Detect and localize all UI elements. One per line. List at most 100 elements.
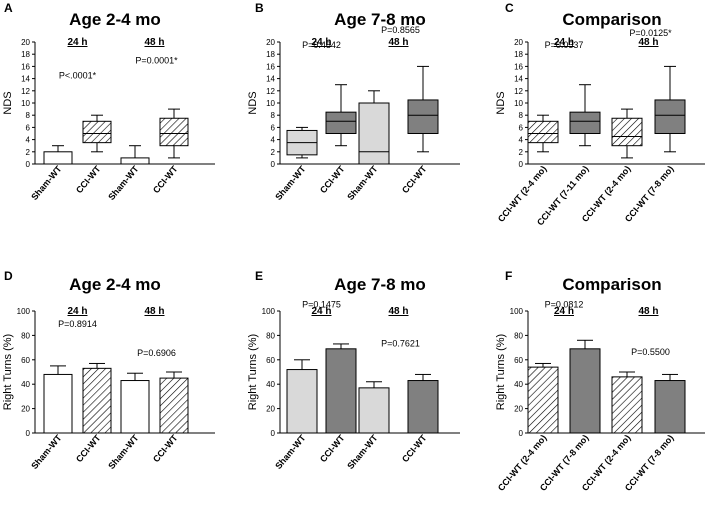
y-tick-label: 14 [514, 75, 523, 84]
y-tick-label: 60 [266, 356, 275, 365]
panel-title: Age 2-4 mo [69, 10, 161, 29]
x-category-label: CCI-WT [318, 163, 347, 195]
box-iqr [325, 111, 357, 135]
y-tick-label: 100 [510, 307, 524, 316]
bar-rect [527, 366, 559, 434]
y-tick-label: 4 [26, 136, 31, 145]
x-category-label: Sham-WT [106, 432, 141, 471]
y-tick-label: 18 [21, 50, 30, 59]
y-tick-label: 16 [266, 62, 275, 71]
y-tick-label: 0 [271, 160, 276, 169]
p-value-label: P=0.0001* [135, 55, 178, 65]
box-iqr [159, 117, 189, 147]
y-tick-label: 20 [514, 405, 523, 414]
y-tick-label: 80 [514, 331, 523, 340]
x-category-label: CCI-WT [400, 432, 429, 464]
p-value-label: P=0.0537 [545, 40, 584, 50]
y-axis-label: Right Turns (%) [2, 334, 14, 410]
panel-letter: A [4, 1, 13, 15]
y-tick-label: 10 [21, 99, 30, 108]
p-value-label: P=0.6906 [137, 348, 176, 358]
box-3 [120, 145, 150, 165]
bar-2 [82, 362, 112, 434]
y-tick-label: 12 [514, 87, 523, 96]
box-iqr [43, 151, 73, 165]
y-tick-label: 6 [271, 123, 276, 132]
y-tick-label: 8 [26, 111, 31, 120]
box-1 [43, 145, 73, 165]
group-label: 48 h [388, 37, 408, 48]
bar-4 [654, 373, 686, 434]
bar-rect [358, 387, 390, 434]
y-tick-label: 40 [266, 380, 275, 389]
x-category-label: CCI-WT (7-8 mo) [623, 164, 676, 224]
bar-rect [654, 380, 686, 434]
group-label: 24 h [554, 37, 574, 48]
y-axis-label: NDS [495, 91, 507, 114]
y-tick-label: 60 [21, 356, 30, 365]
y-tick-label: 16 [21, 62, 30, 71]
bar-rect [569, 348, 601, 434]
bar-rect [43, 373, 73, 434]
x-category-label: CCI-WT (7-8 mo) [623, 433, 676, 493]
y-tick-label: 0 [26, 429, 31, 438]
y-axis-label: Right Turns (%) [495, 334, 507, 410]
box-1 [527, 114, 559, 153]
y-tick-label: 18 [514, 50, 523, 59]
bar-rect [120, 380, 150, 434]
x-category-label: Sham-WT [273, 432, 308, 471]
box-3 [358, 90, 390, 165]
panel-title: Age 7-8 mo [334, 275, 426, 294]
panel-title: Age 7-8 mo [334, 10, 426, 29]
bar-rect [325, 348, 357, 434]
box-2 [82, 114, 112, 153]
y-tick-label: 80 [21, 331, 30, 340]
box-4 [654, 65, 686, 153]
bar-3 [120, 372, 150, 434]
x-category-label: Sham-WT [345, 163, 380, 202]
group-label: 24 h [311, 37, 331, 48]
y-tick-label: 4 [271, 136, 276, 145]
group-label: 24 h [311, 306, 331, 317]
box-3 [611, 108, 643, 159]
y-tick-label: 8 [271, 111, 276, 120]
y-tick-label: 20 [266, 405, 275, 414]
y-tick-label: 0 [271, 429, 276, 438]
y-axis-label: Right Turns (%) [247, 334, 259, 410]
x-category-label: Sham-WT [273, 163, 308, 202]
y-tick-label: 10 [514, 99, 523, 108]
bar-1 [286, 359, 318, 434]
group-label: 48 h [144, 37, 164, 48]
y-tick-label: 80 [266, 331, 275, 340]
x-category-label: Sham-WT [29, 432, 64, 471]
y-tick-label: 18 [266, 50, 275, 59]
panel-letter: B [255, 1, 264, 15]
box-2 [325, 84, 357, 147]
x-category-label: CCI-WT [151, 163, 180, 195]
y-tick-label: 60 [514, 356, 523, 365]
p-value-label: P<.0001* [59, 71, 97, 81]
p-value-label: P=0.8914 [58, 319, 97, 329]
y-tick-label: 100 [262, 307, 276, 316]
panel-D: D Age 2-4 mo 0 20 40 60 80 100 Right Turns (%) 24… [2, 269, 215, 471]
x-category-label: CCI-WT [151, 432, 180, 464]
p-value-label: P=0.5500 [631, 347, 670, 357]
p-value-label: P=0.0812 [545, 299, 584, 309]
box-iqr [611, 117, 643, 147]
box-iqr [358, 102, 390, 165]
x-category-label: Sham-WT [29, 163, 64, 202]
group-label: 48 h [388, 306, 408, 317]
x-category-label: CCI-WT [74, 432, 103, 464]
box-4 [159, 108, 189, 159]
y-tick-label: 4 [519, 136, 524, 145]
y-tick-label: 20 [266, 38, 275, 47]
y-tick-label: 20 [21, 405, 30, 414]
p-value-label: P=0.4842 [302, 40, 341, 50]
bar-4 [159, 371, 189, 434]
y-tick-label: 8 [519, 111, 524, 120]
bar-rect [82, 367, 112, 434]
group-label: 48 h [638, 306, 658, 317]
bar-1 [527, 362, 559, 434]
